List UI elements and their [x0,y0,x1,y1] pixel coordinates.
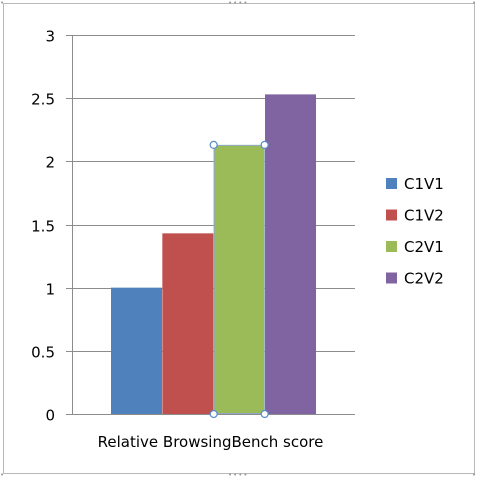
bar-c2v2[interactable] [265,94,317,415]
resize-handle-top-left[interactable]: • [0,0,6,7]
bar-c1v1[interactable] [111,287,162,414]
resize-handle-bottom-left[interactable]: • [0,471,6,479]
y-tick-label-3: 1.5 [31,218,55,236]
selection-handle-3[interactable] [260,409,269,419]
y-tick-label-6: 3 [45,28,55,46]
legend-label-c1v1[interactable]: C1V1 [404,175,444,193]
y-tick-label-0: 0 [45,407,55,425]
legend-label-c2v2[interactable]: C2V2 [404,270,444,288]
y-tick-label-5: 2.5 [31,91,55,109]
selection-handle-2[interactable] [209,409,218,419]
y-tick-label-1: 0.5 [31,344,55,362]
y-tick-label-2: 1 [45,281,55,299]
selection-handle-0[interactable] [209,140,218,150]
bar-c1v2[interactable] [162,233,214,414]
legend-swatch-c1v1[interactable] [386,178,397,189]
resize-handle-top[interactable]: •••• [228,0,249,7]
resize-handle-top-right[interactable]: • [472,0,478,7]
bar-selection-outline [213,144,265,414]
resize-handle-bottom-right[interactable]: • [472,471,478,479]
bar-c2v1[interactable] [213,144,265,414]
resize-handle-bottom[interactable]: •••• [228,471,249,479]
legend-label-c2v1[interactable]: C2V1 [404,238,444,256]
legend-label-c1v2[interactable]: C1V2 [404,207,444,225]
y-tick-label-4: 2 [45,154,55,172]
legend-swatch-c2v2[interactable] [386,272,397,284]
legend-swatch-c2v1[interactable] [386,241,397,252]
selection-handle-1[interactable] [260,140,269,150]
legend-swatch-c1v2[interactable] [386,209,397,221]
x-category-label: Relative BrowsingBench score [98,433,324,451]
